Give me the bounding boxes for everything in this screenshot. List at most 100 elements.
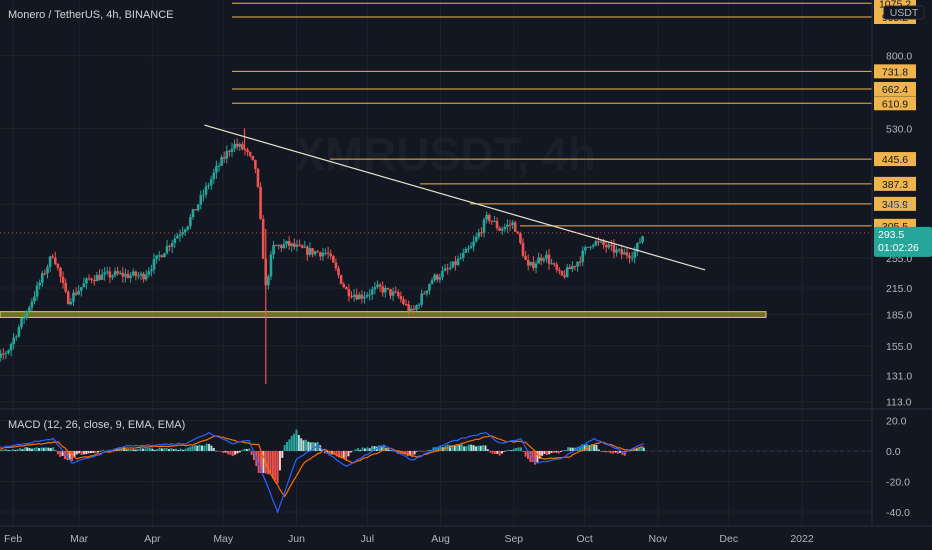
candle[interactable] xyxy=(550,258,553,265)
candle[interactable] xyxy=(524,251,527,260)
candle[interactable] xyxy=(170,240,174,254)
candle[interactable] xyxy=(316,249,320,253)
candle[interactable] xyxy=(30,298,34,312)
candle[interactable] xyxy=(98,269,101,281)
candle[interactable] xyxy=(178,229,182,242)
candle[interactable] xyxy=(121,266,125,283)
candle[interactable] xyxy=(256,167,260,189)
candle[interactable] xyxy=(604,241,608,253)
candle[interactable] xyxy=(542,256,546,264)
resistance-trendline[interactable] xyxy=(204,124,706,271)
candle[interactable] xyxy=(40,270,44,288)
candle[interactable] xyxy=(165,240,169,255)
candle[interactable] xyxy=(61,271,65,289)
candle[interactable] xyxy=(638,237,642,244)
candle[interactable] xyxy=(126,269,130,279)
candle[interactable] xyxy=(225,145,229,164)
candle[interactable] xyxy=(113,267,117,278)
candle[interactable] xyxy=(43,269,47,276)
candle[interactable] xyxy=(72,289,75,307)
candle[interactable] xyxy=(290,242,294,252)
candle[interactable] xyxy=(358,292,361,300)
candle[interactable] xyxy=(176,233,179,239)
candle[interactable] xyxy=(454,256,457,271)
candle[interactable] xyxy=(163,252,166,258)
candle[interactable] xyxy=(417,302,421,310)
candle[interactable] xyxy=(586,246,590,249)
trendline[interactable] xyxy=(204,124,706,271)
candle[interactable] xyxy=(233,139,236,153)
candle[interactable] xyxy=(87,274,91,281)
candle[interactable] xyxy=(537,252,540,264)
candle[interactable] xyxy=(196,204,200,212)
candle[interactable] xyxy=(350,291,353,299)
candle[interactable] xyxy=(578,256,582,267)
candle[interactable] xyxy=(597,236,600,246)
candle[interactable] xyxy=(425,290,429,297)
macd-title[interactable]: MACD (12, 26, close, 9, EMA, EMA) xyxy=(8,419,185,431)
candle[interactable] xyxy=(625,247,629,260)
candle[interactable] xyxy=(160,254,164,258)
candle[interactable] xyxy=(17,324,21,338)
candle[interactable] xyxy=(534,260,538,274)
candle[interactable] xyxy=(204,182,208,199)
candle[interactable] xyxy=(383,285,387,298)
signal-line[interactable] xyxy=(0,435,644,498)
candle[interactable] xyxy=(308,242,312,257)
candle[interactable] xyxy=(155,255,158,264)
symbol-title[interactable]: Monero / TetherUS, 4h, BINANCE xyxy=(8,9,173,21)
candle[interactable] xyxy=(352,289,356,302)
candle[interactable] xyxy=(191,208,195,220)
candle[interactable] xyxy=(103,267,106,281)
candle[interactable] xyxy=(269,251,273,281)
candle[interactable] xyxy=(168,244,171,252)
candle[interactable] xyxy=(485,211,488,224)
candle[interactable] xyxy=(207,182,210,190)
candle[interactable] xyxy=(66,290,70,305)
candle[interactable] xyxy=(628,252,631,264)
candle[interactable] xyxy=(607,242,611,250)
candle[interactable] xyxy=(422,291,426,295)
candle[interactable] xyxy=(581,246,585,267)
candle[interactable] xyxy=(274,244,278,247)
candle[interactable] xyxy=(56,263,60,271)
candle[interactable] xyxy=(591,243,595,249)
candle[interactable] xyxy=(202,189,205,202)
candle[interactable] xyxy=(521,238,525,258)
candle[interactable] xyxy=(217,162,221,172)
candle[interactable] xyxy=(306,245,309,261)
candle[interactable] xyxy=(641,235,644,245)
candle[interactable] xyxy=(474,233,478,243)
candle[interactable] xyxy=(409,305,413,314)
candle[interactable] xyxy=(617,248,621,253)
candle[interactable] xyxy=(360,290,364,304)
candle[interactable] xyxy=(282,239,286,250)
candle[interactable] xyxy=(157,250,161,261)
candle[interactable] xyxy=(389,288,392,300)
candle[interactable] xyxy=(85,277,88,290)
candle[interactable] xyxy=(573,265,577,271)
candle[interactable] xyxy=(506,219,509,233)
candle[interactable] xyxy=(261,215,265,259)
candle[interactable] xyxy=(254,159,257,174)
candle[interactable] xyxy=(532,256,535,271)
candle[interactable] xyxy=(433,273,436,283)
candle[interactable] xyxy=(365,292,369,299)
candle[interactable] xyxy=(467,245,470,253)
candle[interactable] xyxy=(189,213,192,230)
candle[interactable] xyxy=(620,244,624,260)
candle[interactable] xyxy=(469,242,473,249)
candle[interactable] xyxy=(558,267,561,275)
candle[interactable] xyxy=(329,249,333,260)
candle[interactable] xyxy=(599,240,603,244)
candle[interactable] xyxy=(555,261,559,273)
candle[interactable] xyxy=(415,304,418,312)
candle[interactable] xyxy=(391,287,395,302)
candle[interactable] xyxy=(7,349,10,355)
candle[interactable] xyxy=(246,147,249,157)
candle[interactable] xyxy=(371,286,374,300)
candle[interactable] xyxy=(181,226,184,238)
candle[interactable] xyxy=(373,282,377,295)
candle[interactable] xyxy=(630,251,634,262)
candle[interactable] xyxy=(480,227,483,237)
